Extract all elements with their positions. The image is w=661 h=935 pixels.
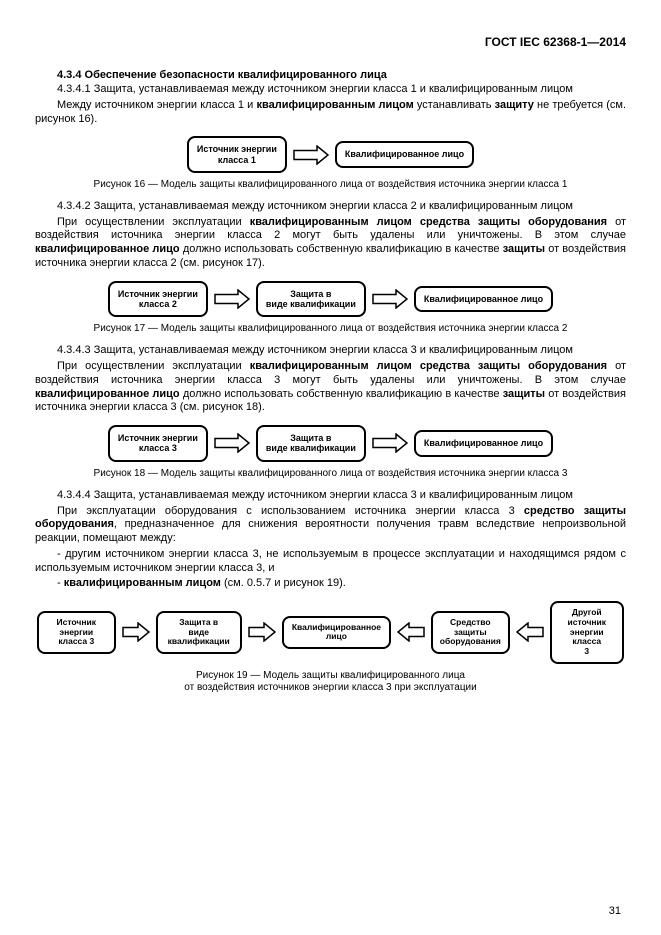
diagram-box: Источник энергиикласса 2 [108, 281, 208, 318]
figure-19: Источник энергиикласса 3 Защита ввиде ква… [35, 601, 626, 664]
para-4344: 4.3.4.4 Защита, устанавливаемая между ис… [35, 489, 626, 503]
figure-18-caption: Рисунок 18 — Модель защиты квалифицирова… [35, 468, 626, 479]
para-4342-body: При осуществлении эксплуатации квалифици… [35, 216, 626, 271]
bold: квалифицированное лицо [35, 388, 180, 400]
para-4342: 4.3.4.2 Защита, устанавливаемая между ис… [35, 200, 626, 214]
para-4341-body: Между источником энергии класса 1 и квал… [35, 99, 626, 127]
figure-19-caption: Рисунок 19 — Модель защиты квалифицирова… [35, 670, 626, 694]
text: должно использовать собственную квалифик… [180, 243, 503, 255]
figure-17-caption: Рисунок 17 — Модель защиты квалифицирова… [35, 323, 626, 334]
bold: защиту [495, 99, 534, 111]
bold: квалифицированным лицом [256, 99, 413, 111]
arrow-left-icon [516, 622, 544, 642]
bold: квалифицированным лицом средства защиты … [250, 216, 607, 228]
para-4344-body2: - другим источником энергии класса 3, не… [35, 548, 626, 576]
figure-18: Источник энергиикласса 3 Защита ввиде ква… [35, 425, 626, 462]
diagram-box: Квалифицированное лицо [414, 430, 553, 456]
diagram-box: Квалифицированное лицо [414, 286, 553, 312]
arrow-right-icon [293, 145, 329, 165]
section-title-434: 4.3.4 Обеспечение безопасности квалифици… [35, 69, 626, 81]
bold: квалифицированное лицо [35, 243, 180, 255]
arrow-right-icon [372, 289, 408, 309]
para-4341: 4.3.4.1 Защита, устанавливаемая между ис… [35, 83, 626, 97]
caption-line-1: Рисунок 19 — Модель защиты квалифицирова… [196, 670, 465, 681]
diagram-box: Защита ввиде квалификации [256, 281, 366, 318]
arrow-left-icon [397, 622, 425, 642]
text: При осуществлении эксплуатации [57, 216, 250, 228]
diagram-box: Источник энергиикласса 1 [187, 136, 287, 173]
bold: защиты [503, 388, 545, 400]
figure-17: Источник энергиикласса 2 Защита ввиде ква… [35, 281, 626, 318]
arrow-right-icon [214, 289, 250, 309]
page-number: 31 [609, 905, 621, 917]
diagram-box: Защита ввиде квалификации [256, 425, 366, 462]
text: устанавливать [414, 99, 495, 111]
arrow-right-icon [248, 622, 276, 642]
text: Между источником энергии класса 1 и [57, 99, 256, 111]
text: (см. 0.5.7 и рисунок 19). [221, 577, 346, 589]
page: ГОСТ IEC 62368-1—2014 4.3.4 Обеспечение … [0, 0, 661, 935]
para-4343: 4.3.4.3 Защита, устанавливаемая между ис… [35, 344, 626, 358]
diagram-box: Другой источникэнергии класса3 [550, 601, 624, 664]
para-4343-body: При осуществлении эксплуатации квалифици… [35, 360, 626, 415]
doc-header: ГОСТ IEC 62368-1—2014 [35, 35, 626, 49]
arrow-right-icon [122, 622, 150, 642]
diagram-box: Защита ввиде квалификации [156, 611, 242, 654]
text: При эксплуатации оборудования с использо… [57, 505, 524, 517]
text: должно использовать собственную квалифик… [180, 388, 503, 400]
text: , предназначенное для снижения вероятнос… [35, 518, 626, 544]
diagram-box: Средство защитыоборудования [431, 611, 510, 654]
diagram-box: Квалифицированное лицо [335, 141, 474, 167]
figure-16-caption: Рисунок 16 — Модель защиты квалифицирова… [35, 179, 626, 190]
diagram-box: Квалифицированное лицо [282, 616, 391, 650]
text: - [57, 577, 64, 589]
diagram-box: Источник энергиикласса 3 [108, 425, 208, 462]
bold: квалифицированным лицом средства защиты … [250, 360, 607, 372]
para-4344-body3: - квалифицированным лицом (см. 0.5.7 и р… [35, 577, 626, 591]
caption-line-2: от воздействия источников энергии класса… [184, 682, 476, 693]
arrow-right-icon [372, 433, 408, 453]
para-4344-body1: При эксплуатации оборудования с использо… [35, 505, 626, 546]
arrow-right-icon [214, 433, 250, 453]
figure-16: Источник энергиикласса 1 Квалифицированно… [35, 136, 626, 173]
diagram-box: Источник энергиикласса 3 [37, 611, 116, 654]
text: При осуществлении эксплуатации [57, 360, 250, 372]
bold: защиты [503, 243, 545, 255]
bold: квалифицированным лицом [64, 577, 221, 589]
